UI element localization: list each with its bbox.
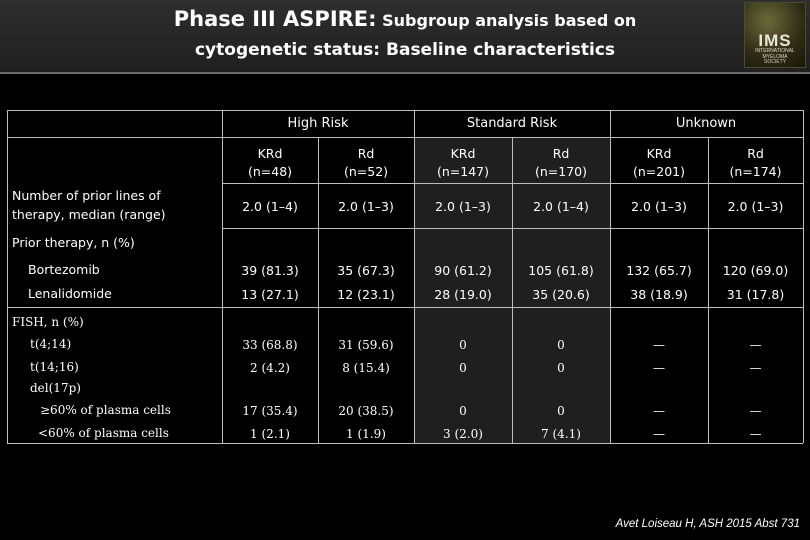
section-heading-del17p: del(17p) <box>30 381 81 395</box>
arm-name: KRd <box>646 146 672 161</box>
row-label-bortezomib: Bortezomib <box>28 262 100 277</box>
header-divider <box>7 137 803 138</box>
value-cell-ge60: — <box>749 404 762 418</box>
value-cell-lenalidomide: 31 (17.8) <box>726 287 785 302</box>
row-label-lt60: <60% of plasma cells <box>38 426 169 440</box>
table-border-right <box>803 110 804 443</box>
value-cell-t1416: 0 <box>459 361 467 375</box>
value-cell-t414: 0 <box>459 338 467 352</box>
value-cell-t414: — <box>749 338 762 352</box>
value-cell-ge60: 0 <box>459 404 467 418</box>
value-cell-prior-lines: 2.0 (1–3) <box>435 199 491 214</box>
value-cell-bortezomib: 35 (67.3) <box>337 263 395 278</box>
value-cell-t1416: — <box>653 361 665 375</box>
value-cell-lt60: 3 (2.0) <box>443 427 483 441</box>
group-divider <box>610 110 611 443</box>
value-cell-ge60: 20 (38.5) <box>338 404 394 418</box>
row-label-t14-16: t(14;16) <box>30 360 79 374</box>
value-cell-ge60: 17 (35.4) <box>242 404 298 418</box>
section-heading-fish: FISH, n (%) <box>12 315 84 329</box>
value-cell-bortezomib: 39 (81.3) <box>241 263 299 278</box>
value-cell-prior-lines: 2.0 (1–4) <box>533 199 589 214</box>
slide-header <box>0 0 810 74</box>
value-cell-t1416: — <box>749 361 762 375</box>
arm-n: (n=48) <box>247 164 293 179</box>
row-label-t4-14: t(4;14) <box>30 337 72 351</box>
section-divider <box>7 307 803 308</box>
group-header: Unknown <box>675 116 737 131</box>
value-cell-prior-lines: 2.0 (1–3) <box>727 199 784 214</box>
logo-text: IMS <box>758 31 792 50</box>
row-label-lenalidomide: Lenalidomide <box>28 286 112 301</box>
group-header: High Risk <box>287 116 349 131</box>
arm-n: (n=52) <box>343 164 389 179</box>
value-cell-ge60: — <box>653 404 665 418</box>
arm-name: Rd <box>747 146 764 161</box>
group-header: Standard Risk <box>466 116 558 131</box>
value-cell-t1416: 8 (15.4) <box>342 361 390 375</box>
value-cell-t414: 31 (59.6) <box>338 338 394 352</box>
title-rest: Subgroup analysis based on <box>376 11 637 30</box>
value-cell-lt60: 1 (2.1) <box>250 427 290 441</box>
ims-logo: IMS INTERNATIONAL MYELOMA SOCIETY <box>744 2 806 68</box>
arm-divider <box>512 137 513 443</box>
citation: Avet Loiseau H, ASH 2015 Abst 731 <box>615 518 800 530</box>
arm-n: (n=170) <box>534 164 587 179</box>
value-cell-bortezomib: 132 (65.7) <box>626 263 692 278</box>
value-cell-lt60: 7 (4.1) <box>541 427 581 441</box>
arm-header-divider <box>222 183 803 184</box>
value-cell-lt60: 1 (1.9) <box>346 427 386 441</box>
value-cell-bortezomib: 105 (61.8) <box>528 263 594 278</box>
value-cell-t1416: 2 (4.2) <box>250 361 290 375</box>
table-border-left <box>7 110 8 443</box>
table-border-top <box>7 110 803 111</box>
arm-divider <box>318 137 319 443</box>
row-label-prior-lines: Number of prior lines of <box>12 188 161 203</box>
value-cell-prior-lines: 2.0 (1–4) <box>242 199 298 214</box>
value-cell-bortezomib: 90 (61.2) <box>434 263 492 278</box>
title-bold: Phase III ASPIRE: <box>173 7 377 31</box>
value-cell-lenalidomide: 12 (23.1) <box>337 287 395 302</box>
value-cell-lt60: — <box>653 427 665 441</box>
value-cell-t414: 0 <box>557 338 565 352</box>
value-cell-lenalidomide: 35 (20.6) <box>532 287 590 302</box>
value-cell-lenalidomide: 28 (19.0) <box>434 287 492 302</box>
value-cell-lenalidomide: 13 (27.1) <box>241 287 299 302</box>
value-cell-lt60: — <box>749 427 762 441</box>
row-label-ge60: ≥60% of plasma cells <box>40 403 171 417</box>
slide-title: Phase III ASPIRE: Subgroup analysis base… <box>0 7 810 31</box>
value-cell-prior-lines: 2.0 (1–3) <box>631 199 687 214</box>
value-cell-t1416: 0 <box>557 361 565 375</box>
value-cell-ge60: 0 <box>557 404 565 418</box>
value-cell-lenalidomide: 38 (18.9) <box>630 287 688 302</box>
value-cell-t414: — <box>653 338 665 352</box>
arm-n: (n=174) <box>729 164 782 179</box>
label-column-divider <box>222 110 223 443</box>
row-divider <box>222 228 803 229</box>
arm-divider <box>708 137 709 443</box>
arm-n: (n=147) <box>436 164 489 179</box>
arm-name: KRd <box>257 146 283 161</box>
value-cell-prior-lines: 2.0 (1–3) <box>338 199 394 214</box>
section-heading-prior-therapy: Prior therapy, n (%) <box>12 235 135 250</box>
value-cell-bortezomib: 120 (69.0) <box>722 263 789 278</box>
arm-name: Rd <box>357 146 375 161</box>
row-label-prior-lines-2: therapy, median (range) <box>12 207 166 222</box>
arm-name: KRd <box>450 146 476 161</box>
value-cell-t414: 33 (68.8) <box>242 338 298 352</box>
table-border-bottom <box>7 443 803 444</box>
logo-subtext: INTERNATIONAL MYELOMA SOCIETY <box>755 48 795 65</box>
arm-name: Rd <box>552 146 570 161</box>
slide-subtitle: cytogenetic status: Baseline characteris… <box>194 40 616 60</box>
group-divider <box>414 110 415 443</box>
arm-n: (n=201) <box>632 164 685 179</box>
